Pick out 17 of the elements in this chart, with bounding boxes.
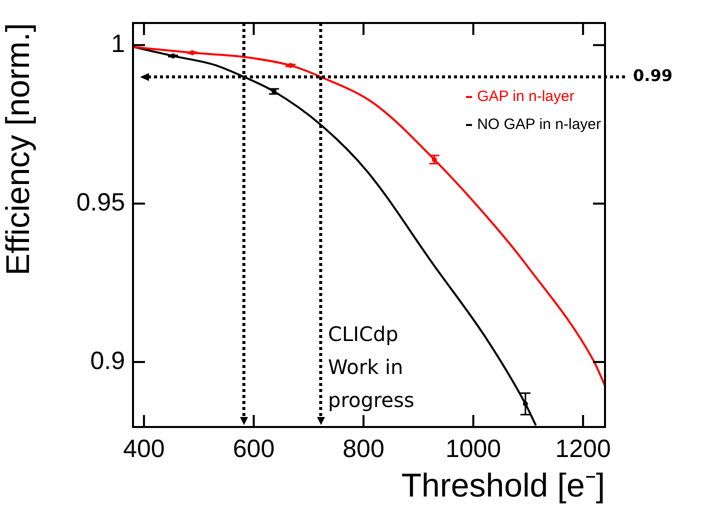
y-tick-label: 1 bbox=[111, 30, 125, 58]
ref-line-label: 0.99 bbox=[633, 66, 672, 86]
x-tick-label: 1000 bbox=[445, 434, 502, 463]
annotation: Work in bbox=[328, 354, 404, 381]
annotation: CLICdp bbox=[328, 321, 400, 348]
y-tick-label: 0.9 bbox=[90, 346, 125, 375]
line-series bbox=[133, 46, 605, 387]
x-axis-title: Threshold [e⁻] bbox=[401, 466, 605, 504]
x-tick-label: 1200 bbox=[555, 434, 611, 463]
legend-label: NO GAP in n-layer bbox=[477, 115, 601, 135]
x-tick-label: 400 bbox=[123, 434, 165, 463]
y-axis-title: Efficiency [norm.] bbox=[0, 23, 36, 276]
x-tick-label: 600 bbox=[232, 434, 275, 463]
x-tick-label: 800 bbox=[342, 434, 384, 463]
y-tick-label: 0.95 bbox=[76, 188, 125, 216]
legend-label: GAP in n-layer bbox=[477, 87, 574, 107]
annotation: progress bbox=[328, 387, 414, 414]
